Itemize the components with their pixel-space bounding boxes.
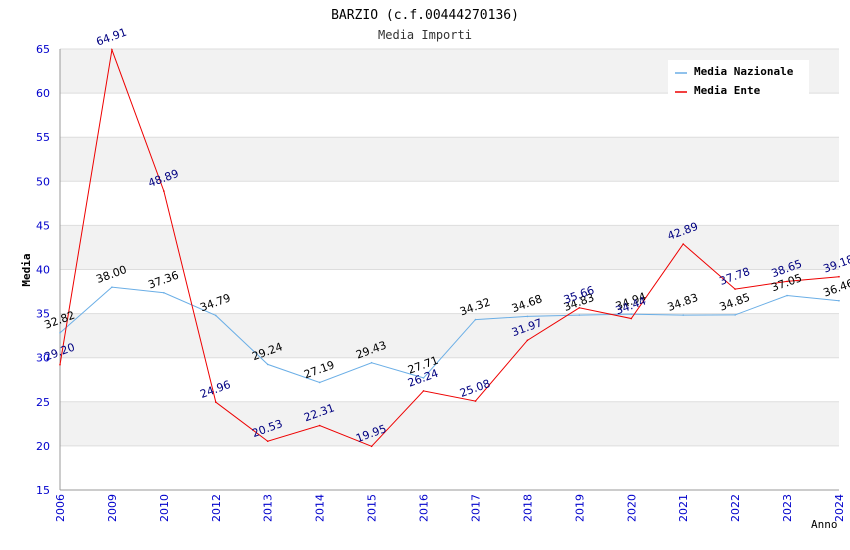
legend-label-nazionale: Media Nazionale <box>694 65 794 78</box>
data-point <box>682 243 684 245</box>
plot-bands <box>60 49 839 446</box>
plot-band <box>60 313 839 358</box>
data-point <box>526 339 529 342</box>
data-point <box>526 315 529 318</box>
data-point <box>111 286 113 288</box>
series-line-ente <box>59 47 840 447</box>
data-point <box>630 313 633 315</box>
y-tick-label: 60 <box>36 87 50 100</box>
data-point <box>474 400 477 402</box>
data-point <box>786 294 788 297</box>
x-tick-label: 2014 <box>314 494 327 522</box>
data-label: 36.46 <box>822 277 850 300</box>
y-tick-label: 40 <box>36 264 50 277</box>
y-tick-label: 20 <box>36 440 50 453</box>
data-point <box>370 445 373 448</box>
x-tick-label: 2012 <box>210 494 223 522</box>
y-axis-label: Media <box>20 253 33 286</box>
data-label: 34.79 <box>198 291 232 314</box>
plot-band <box>60 401 839 446</box>
x-tick-label: 2010 <box>158 494 171 522</box>
y-tick-label: 50 <box>36 175 50 188</box>
data-point <box>474 318 477 321</box>
legend-box <box>668 60 809 98</box>
x-tick-label: 2022 <box>729 494 742 522</box>
data-point <box>422 377 425 379</box>
gridlines <box>60 48 839 491</box>
y-tick-label: 35 <box>36 308 50 321</box>
y-tick-label: 45 <box>36 219 50 232</box>
data-point <box>786 280 788 283</box>
data-point <box>370 361 373 364</box>
x-tick-label: 2020 <box>625 494 638 522</box>
y-tick-label: 65 <box>36 43 50 56</box>
plot-band <box>60 137 839 182</box>
x-tick-label: 2006 <box>54 494 67 522</box>
x-tick-label: 2009 <box>106 494 119 522</box>
x-tick-label: 2019 <box>573 494 586 522</box>
data-point <box>215 401 217 403</box>
data-point <box>734 288 736 290</box>
series-lines <box>59 47 840 448</box>
x-tick-label: 2013 <box>262 494 275 522</box>
data-point <box>318 424 321 427</box>
x-tick-label: 2018 <box>521 494 534 522</box>
data-point <box>163 190 165 192</box>
series-line-nazionale <box>59 286 840 384</box>
x-tick-label: 2024 <box>833 494 846 522</box>
data-point <box>422 390 425 392</box>
legend: Media Nazionale Media Ente <box>668 60 809 98</box>
data-point <box>578 306 581 309</box>
y-tick-label: 55 <box>36 131 50 144</box>
data-point <box>59 332 61 334</box>
x-tick-label: 2021 <box>677 494 690 522</box>
data-point <box>111 48 113 51</box>
data-point <box>630 317 633 320</box>
data-point <box>163 291 165 294</box>
y-tick-label: 30 <box>36 352 50 365</box>
tick-labels: 15 20 25 30 35 40 45 50 55 60 65 2006 2009 2010 2012 20… <box>36 43 846 522</box>
data-point <box>266 363 269 366</box>
data-point <box>266 440 269 443</box>
legend-label-ente: Media Ente <box>694 84 761 97</box>
x-axis-label: Anno <box>811 518 838 531</box>
plot-band <box>60 225 839 270</box>
data-label: 34.68 <box>510 292 544 315</box>
data-label: 34.83 <box>666 291 700 314</box>
x-tick-label: 2016 <box>418 494 431 522</box>
x-tick-label: 2017 <box>469 494 482 522</box>
data-point <box>838 299 840 302</box>
x-tick-label: 2015 <box>366 494 379 522</box>
data-point <box>682 314 684 316</box>
axes <box>59 49 839 491</box>
y-tick-label: 15 <box>36 484 50 497</box>
data-point <box>838 275 840 278</box>
chart-subtitle: Media Importi <box>378 28 472 42</box>
data-label: 64.91 <box>95 26 129 49</box>
data-point <box>318 381 321 384</box>
data-point <box>59 363 61 366</box>
x-tick-label: 2023 <box>781 494 794 522</box>
data-point <box>734 314 736 316</box>
data-label: 37.36 <box>146 269 180 292</box>
chart-title: BARZIO (c.f.00444270136) <box>331 8 519 23</box>
y-tick-label: 25 <box>36 396 50 409</box>
data-label: 25.08 <box>458 377 492 400</box>
data-label: 24.96 <box>198 378 232 401</box>
data-point <box>578 314 581 316</box>
data-point <box>215 314 217 317</box>
